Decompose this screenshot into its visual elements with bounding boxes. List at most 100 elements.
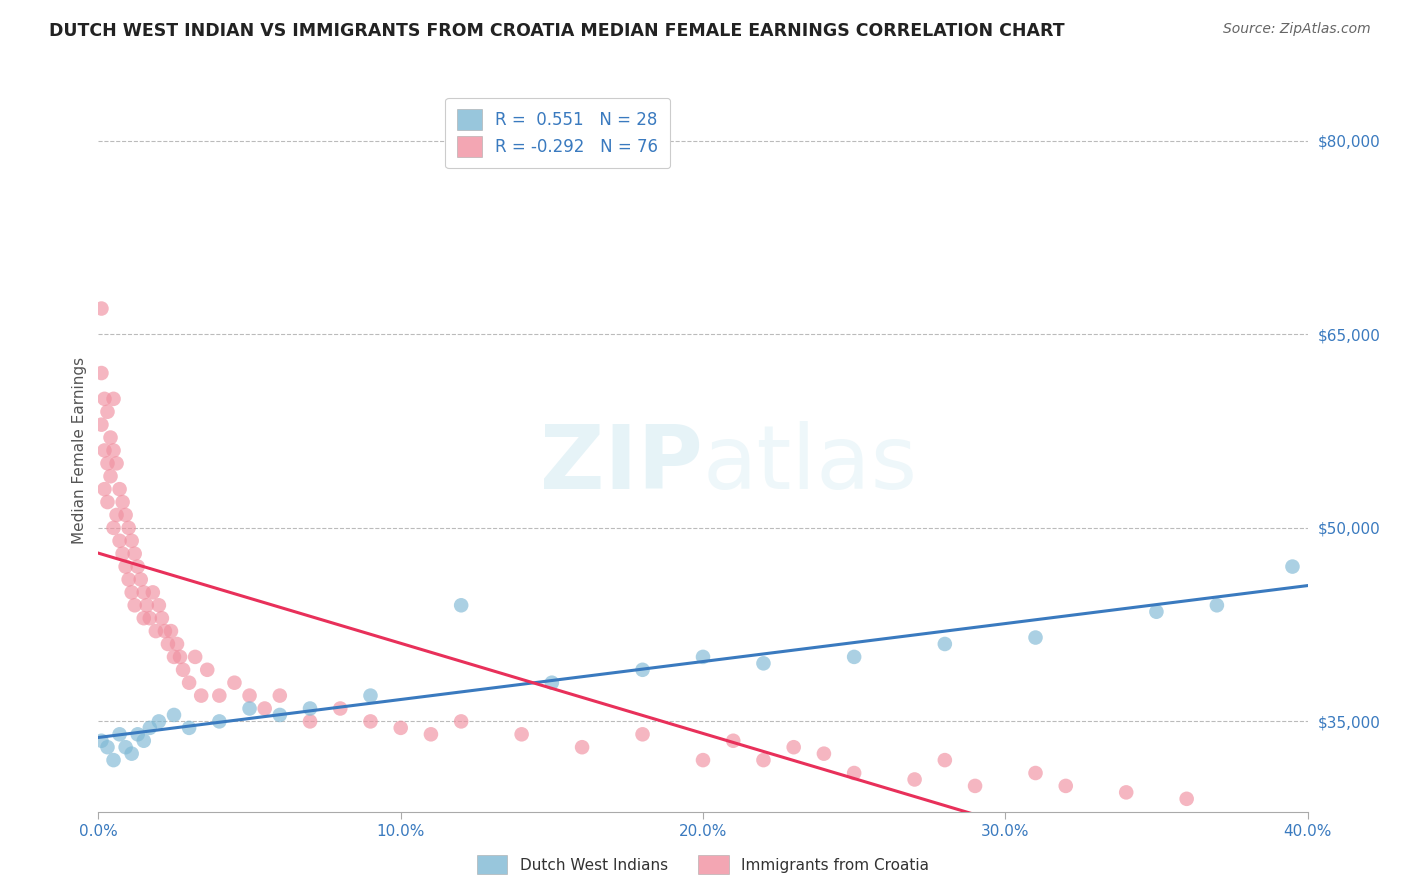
Point xyxy=(269,689,291,703)
Point xyxy=(1281,559,1303,574)
Point xyxy=(692,649,714,664)
Point xyxy=(1115,785,1137,799)
Point xyxy=(96,740,118,755)
Point xyxy=(172,663,194,677)
Point xyxy=(179,675,201,690)
Point xyxy=(132,611,155,625)
Point xyxy=(692,753,714,767)
Point xyxy=(145,624,167,639)
Point xyxy=(934,637,956,651)
Point xyxy=(844,649,866,664)
Point xyxy=(510,727,533,741)
Y-axis label: Median Female Earnings: Median Female Earnings xyxy=(72,357,87,544)
Point xyxy=(904,772,927,787)
Point xyxy=(90,366,112,380)
Point xyxy=(132,585,155,599)
Point xyxy=(752,657,775,671)
Point xyxy=(127,727,149,741)
Point xyxy=(1175,792,1198,806)
Point xyxy=(148,599,170,613)
Point xyxy=(114,508,136,522)
Point xyxy=(139,721,162,735)
Point xyxy=(121,747,143,761)
Point xyxy=(571,740,593,755)
Point xyxy=(90,301,112,316)
Point xyxy=(934,753,956,767)
Point xyxy=(360,714,382,729)
Point xyxy=(150,611,173,625)
Point xyxy=(1144,605,1167,619)
Point xyxy=(208,714,231,729)
Point xyxy=(160,624,183,639)
Point xyxy=(389,721,412,735)
Point xyxy=(129,573,152,587)
Point xyxy=(114,559,136,574)
Point xyxy=(111,495,134,509)
Point xyxy=(118,573,141,587)
Legend: R =  0.551   N = 28, R = -0.292   N = 76: R = 0.551 N = 28, R = -0.292 N = 76 xyxy=(446,97,671,169)
Point xyxy=(90,417,112,432)
Point xyxy=(100,431,122,445)
Point xyxy=(190,689,212,703)
Point xyxy=(723,733,745,747)
Point xyxy=(329,701,352,715)
Point xyxy=(148,714,170,729)
Point xyxy=(142,585,165,599)
Point xyxy=(783,740,806,755)
Point xyxy=(93,392,115,406)
Point xyxy=(132,733,155,747)
Point xyxy=(163,649,186,664)
Point xyxy=(239,701,262,715)
Point xyxy=(179,721,201,735)
Point xyxy=(184,649,207,664)
Text: Source: ZipAtlas.com: Source: ZipAtlas.com xyxy=(1223,22,1371,37)
Text: atlas: atlas xyxy=(703,421,918,508)
Point xyxy=(127,559,149,574)
Point xyxy=(105,456,128,470)
Point xyxy=(93,443,115,458)
Point xyxy=(844,766,866,780)
Point xyxy=(420,727,443,741)
Point xyxy=(169,649,191,664)
Point xyxy=(360,689,382,703)
Point xyxy=(124,599,146,613)
Point xyxy=(124,547,146,561)
Point xyxy=(90,733,112,747)
Point xyxy=(163,708,186,723)
Point xyxy=(96,495,118,509)
Point xyxy=(1024,766,1046,780)
Point xyxy=(96,405,118,419)
Text: ZIP: ZIP xyxy=(540,421,703,508)
Point xyxy=(93,482,115,496)
Point xyxy=(135,599,157,613)
Point xyxy=(100,469,122,483)
Point xyxy=(1024,631,1046,645)
Point xyxy=(103,753,125,767)
Point xyxy=(153,624,176,639)
Point xyxy=(118,521,141,535)
Point xyxy=(103,521,125,535)
Point xyxy=(108,482,131,496)
Point xyxy=(299,714,322,729)
Point xyxy=(450,714,472,729)
Point xyxy=(103,392,125,406)
Point xyxy=(239,689,262,703)
Point xyxy=(103,443,125,458)
Point xyxy=(108,727,131,741)
Point xyxy=(105,508,128,522)
Point xyxy=(111,547,134,561)
Point xyxy=(269,708,291,723)
Point xyxy=(631,727,654,741)
Point xyxy=(166,637,188,651)
Point xyxy=(540,675,562,690)
Point xyxy=(224,675,246,690)
Point xyxy=(752,753,775,767)
Point xyxy=(156,637,179,651)
Legend: Dutch West Indians, Immigrants from Croatia: Dutch West Indians, Immigrants from Croa… xyxy=(471,849,935,880)
Point xyxy=(96,456,118,470)
Point xyxy=(450,599,472,613)
Point xyxy=(121,533,143,548)
Point xyxy=(1206,599,1229,613)
Point xyxy=(108,533,131,548)
Point xyxy=(195,663,218,677)
